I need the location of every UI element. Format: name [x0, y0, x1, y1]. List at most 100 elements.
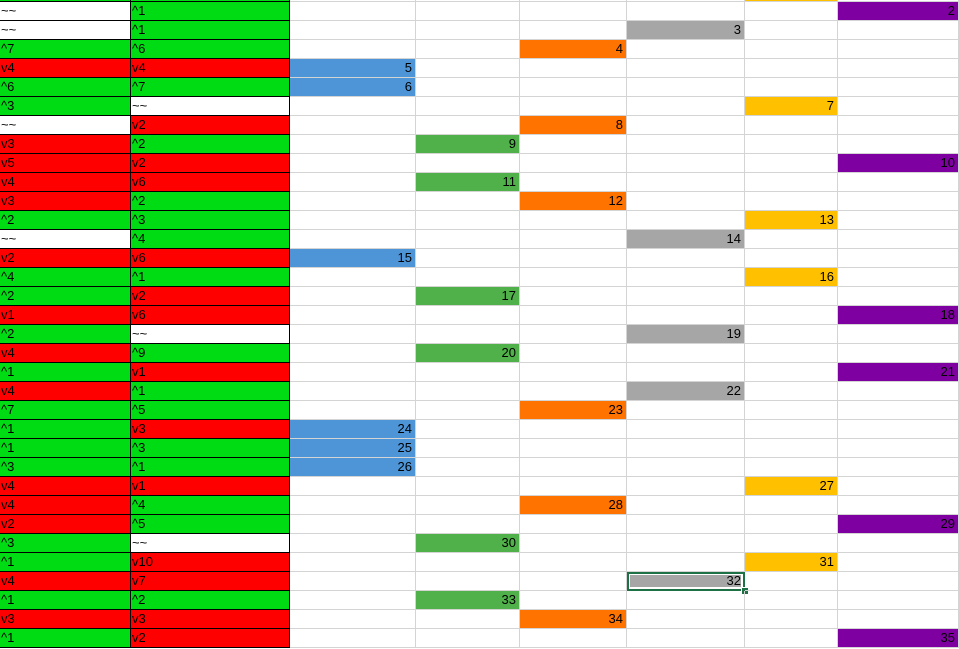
empty-cell[interactable] [627, 154, 745, 173]
empty-cell[interactable] [416, 629, 520, 648]
value-cell[interactable]: 27 [745, 477, 838, 496]
trend-cell-a[interactable]: v3 [0, 610, 131, 629]
empty-cell[interactable] [416, 363, 520, 382]
empty-cell[interactable] [745, 59, 838, 78]
empty-cell[interactable] [627, 534, 745, 553]
selected-cell[interactable]: 32 [627, 572, 745, 591]
value-cell[interactable]: 26 [290, 458, 416, 477]
empty-cell[interactable] [520, 420, 627, 439]
empty-cell[interactable] [627, 610, 745, 629]
empty-cell[interactable] [290, 230, 416, 249]
empty-cell[interactable] [838, 591, 959, 610]
empty-cell[interactable] [745, 572, 838, 591]
value-cell[interactable]: 19 [627, 325, 745, 344]
trend-cell-b[interactable]: v2 [131, 287, 290, 306]
empty-cell[interactable] [290, 21, 416, 40]
trend-cell-a[interactable]: v4 [0, 572, 131, 591]
empty-cell[interactable] [290, 173, 416, 192]
trend-cell-a[interactable]: ~~ [0, 116, 131, 135]
empty-cell[interactable] [520, 135, 627, 154]
trend-cell-b[interactable]: ^5 [131, 401, 290, 420]
empty-cell[interactable] [745, 420, 838, 439]
empty-cell[interactable] [627, 344, 745, 363]
empty-cell[interactable] [838, 610, 959, 629]
trend-cell-b[interactable]: ^1 [131, 458, 290, 477]
value-cell[interactable]: 10 [838, 154, 959, 173]
empty-cell[interactable] [627, 116, 745, 135]
empty-cell[interactable] [290, 192, 416, 211]
value-cell[interactable]: 22 [627, 382, 745, 401]
empty-cell[interactable] [416, 230, 520, 249]
empty-cell[interactable] [838, 496, 959, 515]
trend-cell-a[interactable]: ^2 [0, 211, 131, 230]
trend-cell-a[interactable]: ^1 [0, 420, 131, 439]
empty-cell[interactable] [745, 306, 838, 325]
empty-cell[interactable] [838, 477, 959, 496]
empty-cell[interactable] [416, 211, 520, 230]
empty-cell[interactable] [627, 439, 745, 458]
empty-cell[interactable] [520, 211, 627, 230]
empty-cell[interactable] [520, 59, 627, 78]
empty-cell[interactable] [745, 496, 838, 515]
empty-cell[interactable] [627, 629, 745, 648]
empty-cell[interactable] [627, 192, 745, 211]
trend-cell-a[interactable]: ^7 [0, 40, 131, 59]
trend-cell-b[interactable]: ~~ [131, 97, 290, 116]
value-cell[interactable]: 20 [416, 344, 520, 363]
trend-cell-b[interactable]: ^1 [131, 2, 290, 21]
empty-cell[interactable] [520, 287, 627, 306]
trend-cell-b[interactable]: v1 [131, 363, 290, 382]
trend-cell-b[interactable]: ^7 [131, 78, 290, 97]
cell-d-partial[interactable] [416, 0, 520, 2]
empty-cell[interactable] [745, 116, 838, 135]
empty-cell[interactable] [627, 477, 745, 496]
value-cell[interactable]: 4 [520, 40, 627, 59]
empty-cell[interactable] [290, 287, 416, 306]
trend-cell-b[interactable]: ^4 [131, 496, 290, 515]
empty-cell[interactable] [838, 97, 959, 116]
cell-f-partial[interactable] [627, 0, 745, 2]
empty-cell[interactable] [290, 363, 416, 382]
empty-cell[interactable] [838, 116, 959, 135]
empty-cell[interactable] [627, 515, 745, 534]
empty-cell[interactable] [416, 458, 520, 477]
empty-cell[interactable] [627, 249, 745, 268]
empty-cell[interactable] [290, 496, 416, 515]
empty-cell[interactable] [627, 211, 745, 230]
value-cell[interactable]: 7 [745, 97, 838, 116]
trend-cell-a[interactable]: ^3 [0, 458, 131, 477]
trend-cell-a[interactable]: v2 [0, 515, 131, 534]
cell-e-partial[interactable] [520, 0, 627, 2]
cell-g-partial[interactable] [745, 0, 838, 2]
empty-cell[interactable] [838, 192, 959, 211]
empty-cell[interactable] [416, 553, 520, 572]
empty-cell[interactable] [627, 2, 745, 21]
trend-cell-b[interactable]: ^3 [131, 211, 290, 230]
empty-cell[interactable] [290, 116, 416, 135]
cell-b-partial[interactable] [131, 0, 290, 2]
empty-cell[interactable] [745, 591, 838, 610]
empty-cell[interactable] [290, 135, 416, 154]
trend-cell-a[interactable]: ^7 [0, 401, 131, 420]
value-cell[interactable]: 14 [627, 230, 745, 249]
empty-cell[interactable] [838, 534, 959, 553]
empty-cell[interactable] [838, 325, 959, 344]
trend-cell-b[interactable]: v2 [131, 629, 290, 648]
empty-cell[interactable] [520, 2, 627, 21]
empty-cell[interactable] [838, 268, 959, 287]
empty-cell[interactable] [838, 420, 959, 439]
trend-cell-b[interactable]: ^6 [131, 40, 290, 59]
trend-cell-a[interactable]: ~~ [0, 230, 131, 249]
value-cell[interactable]: 16 [745, 268, 838, 287]
value-cell[interactable]: 28 [520, 496, 627, 515]
value-cell[interactable]: 5 [290, 59, 416, 78]
trend-cell-b[interactable]: v6 [131, 249, 290, 268]
empty-cell[interactable] [416, 59, 520, 78]
empty-cell[interactable] [627, 59, 745, 78]
trend-cell-b[interactable]: v2 [131, 116, 290, 135]
empty-cell[interactable] [290, 534, 416, 553]
empty-cell[interactable] [745, 21, 838, 40]
trend-cell-b[interactable]: v10 [131, 553, 290, 572]
empty-cell[interactable] [745, 287, 838, 306]
trend-cell-a[interactable]: ^1 [0, 553, 131, 572]
